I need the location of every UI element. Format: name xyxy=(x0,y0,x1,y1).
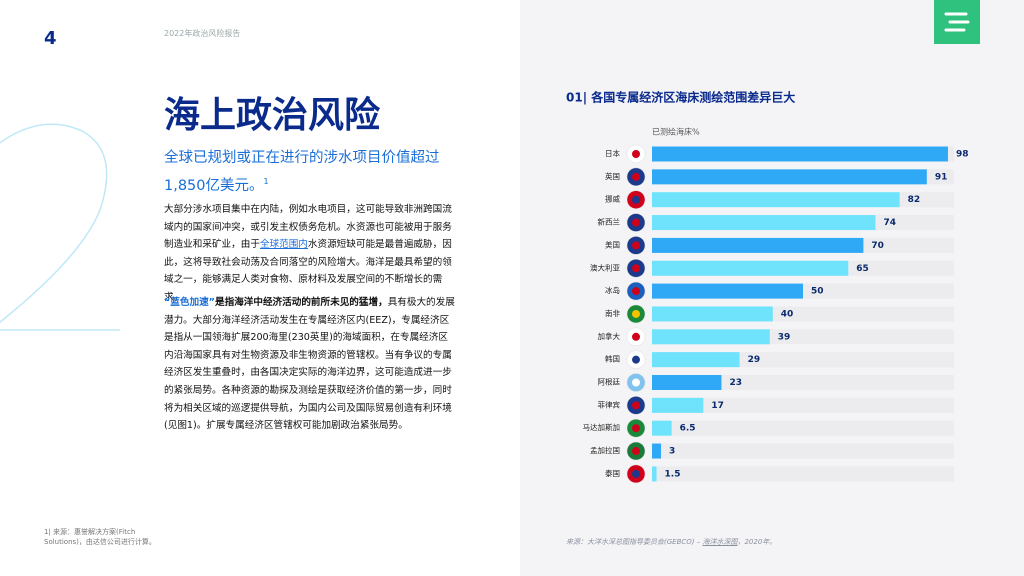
source-label: 来源： xyxy=(566,538,587,546)
flag-detail xyxy=(632,332,640,341)
chart-title: 01| 各国专属经济区海床测绘范围差异巨大 xyxy=(566,90,795,105)
flag-detail xyxy=(632,195,640,204)
category-label: 英国 xyxy=(605,171,620,181)
footnote: 1| 来源：惠誉解决方案(Fitch Solutions)，由达信公司进行计算。 xyxy=(44,528,156,546)
value-label: 74 xyxy=(883,218,896,228)
source-year: ，2020年。 xyxy=(737,538,777,546)
value-label: 3 xyxy=(669,447,675,457)
bar xyxy=(652,443,662,459)
bar xyxy=(652,169,927,185)
category-label: 冰岛 xyxy=(605,285,620,295)
bar xyxy=(652,397,704,413)
subtitle: 全球已规划或正在进行的涉水项目价值超过1,850亿美元。1 xyxy=(164,146,464,198)
menu-icon xyxy=(944,12,970,32)
bar-track xyxy=(652,375,954,390)
bar xyxy=(652,329,770,345)
category-label: 日本 xyxy=(605,148,620,158)
decor-two xyxy=(0,123,120,331)
flag-detail xyxy=(632,401,640,410)
bar xyxy=(652,352,740,368)
bar xyxy=(652,283,803,299)
link[interactable]: 全球范围内 xyxy=(259,239,308,251)
text: 水资源短缺可能是最普遍威胁，因此，这将导致社会动荡及合同落空的风险增大。海洋是最… xyxy=(164,239,452,303)
source: 来源：大洋水深总图指导委员会(GEBCO) – 海洋水深图，2020年。 xyxy=(566,537,776,547)
value-label: 17 xyxy=(711,401,724,411)
source-text: 大洋水深总图指导委员会(GEBCO) – xyxy=(587,538,703,546)
flag-detail xyxy=(632,355,640,364)
category-label: 美国 xyxy=(605,239,620,249)
bar xyxy=(652,260,849,276)
bar xyxy=(652,420,672,436)
chart: 01| 各国专属经济区海床测绘范围差异巨大 已测绘海床% 日本 98 英国 91 挪威 8… xyxy=(566,90,969,484)
flag-detail xyxy=(632,172,640,181)
flag-detail xyxy=(632,150,640,158)
bar-track xyxy=(652,397,954,413)
flag-detail xyxy=(632,378,640,387)
flag-detail xyxy=(632,264,640,273)
flag-detail xyxy=(632,447,640,456)
axis-label: 已测绘海床% xyxy=(652,127,700,137)
flag-detail xyxy=(632,469,640,478)
page-number: 4 xyxy=(44,28,57,49)
title: 海上政治风险 xyxy=(164,95,381,136)
value-label: 40 xyxy=(781,309,794,319)
paragraph: 大部分涉水项目集中在内陆，例如水电项目，这可能导致非洲跨国流域内的国家间冲突，或… xyxy=(164,201,456,307)
bar xyxy=(652,466,657,482)
menu-button[interactable] xyxy=(934,0,980,44)
value-label: 39 xyxy=(778,332,791,342)
flag-detail xyxy=(632,218,640,227)
category-label: 泰国 xyxy=(605,468,620,478)
bar xyxy=(652,375,722,390)
category-label: 挪威 xyxy=(605,194,620,204)
value-label: 82 xyxy=(908,195,921,205)
bold-text: 是指海洋中经济活动的前所未见的猛增， xyxy=(215,297,388,308)
flag-detail xyxy=(632,287,640,296)
value-label: 50 xyxy=(811,287,824,297)
subtitle-text: 全球已规划或正在进行的涉水项目价值超过1,850亿美元。 xyxy=(164,150,440,194)
header: 2022年政治风险报告 xyxy=(164,29,241,38)
value-label: 29 xyxy=(748,355,761,365)
category-label: 新西兰 xyxy=(598,217,621,227)
value-label: 98 xyxy=(956,150,969,160)
bar xyxy=(652,215,876,231)
category-label: 澳大利亚 xyxy=(590,262,620,272)
flag-detail xyxy=(632,309,640,318)
bar-track xyxy=(652,443,954,459)
value-label: 70 xyxy=(871,241,884,251)
highlight: “蓝色加速” xyxy=(164,297,215,308)
value-label: 91 xyxy=(935,172,948,182)
category-label: 韩国 xyxy=(605,354,620,364)
category-label: 阿根廷 xyxy=(598,377,621,387)
text: 大部分涉水项目集中在内陆，例如水电项目，这可能导致非洲跨国流域内的国家间冲突，或… xyxy=(164,204,452,251)
bar-track xyxy=(652,420,954,436)
bar xyxy=(652,146,948,162)
value-label: 1.5 xyxy=(665,469,681,479)
bar-track xyxy=(652,466,954,482)
category-label: 菲律宾 xyxy=(598,399,621,409)
value-label: 23 xyxy=(729,378,742,388)
category-label: 加拿大 xyxy=(598,331,621,341)
value-label: 65 xyxy=(856,264,869,274)
note-ref: 1 xyxy=(263,177,269,186)
flag-detail xyxy=(632,241,640,250)
bar xyxy=(652,192,900,208)
category-label: 南非 xyxy=(605,308,620,318)
text: 具有极大的发展潜力。大部分海洋经济活动发生在专属经济区内(EEZ)，专属经济区是… xyxy=(164,297,455,432)
paragraph: “蓝色加速”是指海洋中经济活动的前所未见的猛增，具有极大的发展潜力。大部分海洋经… xyxy=(164,294,456,435)
category-label: 孟加拉国 xyxy=(590,445,620,455)
bar xyxy=(652,306,773,322)
value-label: 6.5 xyxy=(680,424,696,434)
bar xyxy=(652,237,864,253)
category-label: 马达加斯加 xyxy=(583,422,621,432)
flag-detail xyxy=(632,424,640,433)
source-link[interactable]: 海洋水深图 xyxy=(702,538,738,546)
